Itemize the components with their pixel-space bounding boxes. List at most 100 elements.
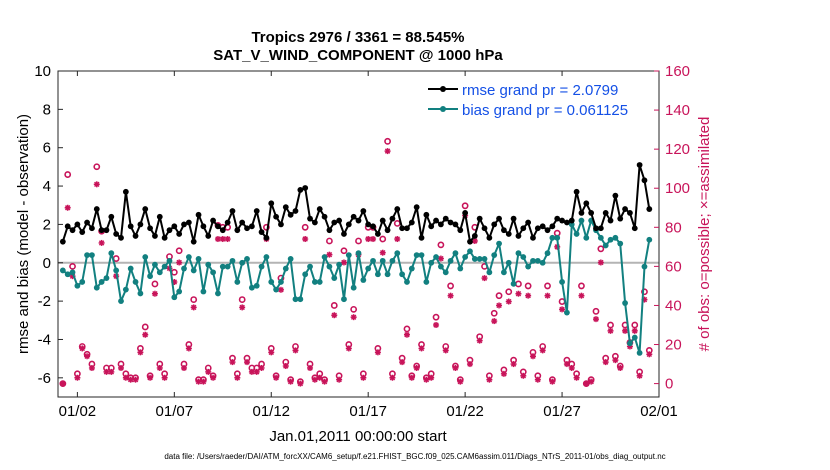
obs-assimilated-marker [84,353,91,360]
rmse-point [437,221,444,228]
bias-point [185,254,192,260]
obs-assimilated-marker [617,364,624,371]
bias-point [370,257,376,264]
obs-assimilated-marker [108,368,115,375]
bias-point [554,234,561,241]
bias-point [341,296,347,303]
y-tick-label-left: 6 [43,140,51,157]
rmse-point [287,211,294,218]
bias-point [564,309,570,316]
rmse-point [476,215,483,222]
rmse-point [525,219,532,226]
bias-point [452,250,459,257]
bias-point [229,257,236,264]
rmse-point [501,227,507,234]
obs-assimilated-marker [442,347,449,354]
obs-assimilated-marker [476,337,483,344]
obs-possible-marker [340,247,348,255]
rmse-point [423,211,430,218]
y-axis-label-right: # of obs: o=possible; ×=assimilated [696,117,713,352]
rmse-point [176,231,183,237]
rmse-point [93,206,100,212]
obs-assimilated-marker [360,374,367,381]
obs-assimilated-marker [142,331,149,338]
bias-point [234,279,241,285]
bias-point [559,279,565,285]
bias-point [302,271,309,278]
obs-possible-marker [141,323,149,331]
rmse-point [108,213,115,220]
bias-point [627,340,633,347]
rmse-point [467,238,473,245]
obs-assimilated-marker [549,378,556,385]
bias-point [413,252,420,258]
legend-bias-marker [440,106,446,112]
bias-point [161,263,168,270]
legend-rmse-marker [440,86,446,92]
obs-assimilated-marker [137,349,144,356]
obs-assimilated-marker [282,363,289,370]
y-tick-label-left: 0 [43,255,51,272]
rmse-point [253,208,260,214]
obs-assimilated-marker [544,292,551,299]
rmse-point [471,233,478,239]
rmse-point [481,225,488,232]
obs-possible-marker [379,235,387,243]
bias-point [219,263,226,270]
obs-assimilated-marker [151,290,158,297]
obs-assimilated-marker [268,349,275,356]
y-tick-label-right: 80 [665,219,682,236]
rmse-point [394,206,401,212]
x-axis: 01/02 01/07 01/12 01/17 01/22 01/27 02/01 [59,71,678,420]
rmse-point [59,238,66,245]
bias-point [501,269,507,276]
obs-assimilated-marker [59,380,66,387]
rmse-point [118,234,124,241]
bias-point [311,279,318,285]
bias-point [79,279,86,285]
bias-point [152,261,158,268]
rmse-point [103,227,110,234]
rmse-point [564,219,570,226]
bias-point [326,263,333,270]
y-axis-left: -6 -4 -2 0 2 4 6 8 10 [34,63,63,387]
obs-assimilated-marker [588,378,595,385]
rmse-point [239,219,246,226]
rmse-point [583,200,590,207]
bias-point [641,263,648,270]
rmse-point [64,223,71,230]
bias-point [59,267,66,274]
rmse-point [510,215,517,222]
y-tick-label-right: 100 [665,180,690,197]
bias-point [481,256,488,262]
rmse-point [69,227,76,234]
bias-point [491,252,498,258]
obs-assimilated-marker [631,327,638,334]
rmse-point [573,188,580,195]
rmse-point [646,206,653,212]
rmse-point [273,213,280,220]
rmse-point [559,217,565,224]
obs-possible-marker [175,247,183,255]
rmse-point [452,221,459,228]
bias-point [127,265,134,272]
obs-assimilated-marker [350,314,357,321]
bias-point [69,269,76,276]
obs-possible-marker [495,292,503,300]
obs-assimilated-marker [297,380,304,387]
bias-point [462,254,469,260]
obs-assimilated-marker [583,380,590,387]
obs-assimilated-marker [423,376,430,383]
rmse-point [428,223,435,230]
obs-assimilated-marker [607,327,614,334]
rmse-point [389,215,396,222]
rmse-point [195,211,202,218]
bias-point [239,259,246,266]
bias-point [447,257,454,264]
rmse-point [336,217,343,224]
bias-point [350,284,357,291]
obs-assimilated-marker [481,275,488,282]
rmse-point [408,219,415,226]
rmse-point [219,227,226,234]
rmse-point [622,206,628,212]
